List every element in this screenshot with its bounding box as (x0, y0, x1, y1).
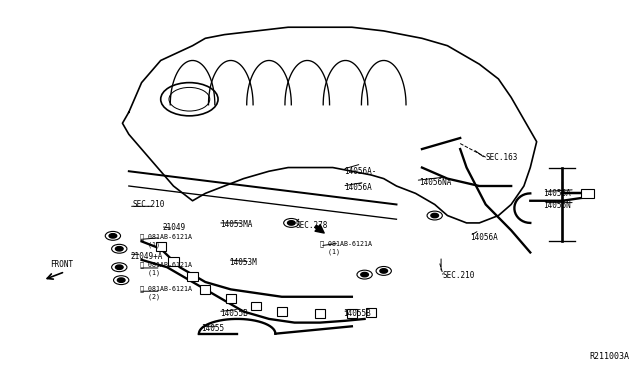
Bar (347, 309, 357, 318)
Bar (315, 309, 325, 318)
Circle shape (361, 272, 369, 277)
Text: 21049: 21049 (163, 223, 186, 232)
Text: 14056A-: 14056A- (344, 167, 376, 176)
Text: SEC.210: SEC.210 (132, 200, 164, 209)
Text: 21049+A: 21049+A (131, 252, 163, 262)
Circle shape (380, 269, 388, 273)
Text: 14056A: 14056A (344, 183, 372, 192)
Circle shape (115, 247, 123, 251)
Text: FRONT: FRONT (51, 260, 74, 269)
Text: Ⓑ 081AB-6121A
  (2): Ⓑ 081AB-6121A (2) (140, 285, 192, 299)
Bar (226, 294, 236, 303)
Bar (366, 308, 376, 317)
Text: 14053M: 14053M (230, 258, 257, 267)
Text: 14056A: 14056A (470, 233, 497, 242)
Text: R211003A: R211003A (589, 352, 629, 361)
Text: 14055B: 14055B (344, 308, 371, 318)
FancyArrowPatch shape (315, 225, 324, 233)
Circle shape (117, 278, 125, 282)
Text: SEC.210: SEC.210 (443, 271, 476, 280)
Text: 14053MA: 14053MA (220, 220, 252, 229)
Text: 14055: 14055 (201, 324, 224, 333)
Bar (200, 285, 211, 294)
Bar (276, 307, 287, 316)
Text: Ⓑ 081AB-6121A
  (1): Ⓑ 081AB-6121A (1) (140, 262, 192, 276)
Bar (581, 189, 594, 198)
Text: Ⓑ 081AB-6121A
  (1): Ⓑ 081AB-6121A (1) (320, 240, 372, 255)
Bar (188, 272, 198, 280)
Text: 14056N: 14056N (543, 201, 571, 210)
Bar (168, 257, 179, 266)
Circle shape (431, 213, 438, 218)
Text: Ⓑ 081AB-6121A
  (1): Ⓑ 081AB-6121A (1) (140, 233, 192, 248)
Text: SEC.163: SEC.163 (486, 153, 518, 162)
Circle shape (109, 234, 116, 238)
Text: 14056A: 14056A (543, 189, 571, 198)
Bar (156, 243, 166, 251)
Circle shape (115, 265, 123, 269)
Text: SEC.278: SEC.278 (296, 221, 328, 230)
Bar (251, 302, 261, 310)
Polygon shape (122, 27, 537, 223)
Circle shape (287, 221, 295, 225)
Text: 14055B: 14055B (220, 308, 248, 318)
Text: 14056NA: 14056NA (419, 178, 451, 187)
